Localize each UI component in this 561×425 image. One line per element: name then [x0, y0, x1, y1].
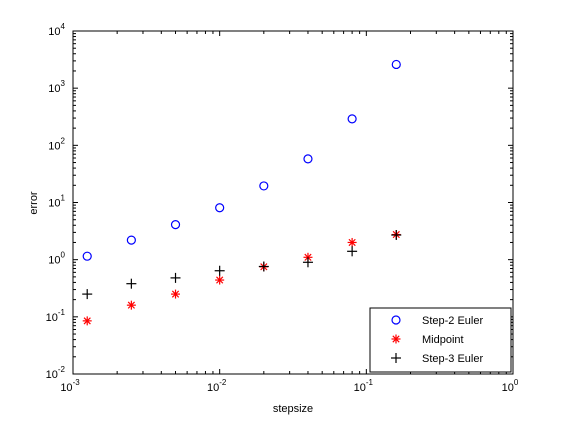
legend-label: Step-3 Euler: [422, 353, 483, 365]
series-step-2-euler: [82, 59, 401, 261]
y-axis: 10-2 10-1 100 101 102 103 104: [46, 22, 513, 381]
asterisk-marker-d2: [348, 238, 356, 247]
x-tick-label: 10-2: [207, 378, 227, 394]
data-point-circle: [391, 59, 401, 70]
data-point-plus: [214, 265, 225, 276]
data-point-plus: [302, 257, 313, 268]
legend-marker-circle: [391, 315, 401, 325]
data-point-asterisk: [126, 300, 136, 310]
data-point-asterisk: [171, 289, 181, 299]
y-tick-label: 10-1: [46, 308, 66, 324]
legend-marker-asterisk: [391, 334, 401, 344]
asterisk-marker-d2: [83, 317, 91, 325]
circle-marker-shape: [391, 59, 401, 70]
x-axis: 10-3 10-2 10-1 100: [60, 31, 519, 394]
asterisk-marker-d2: [392, 335, 400, 343]
legend-item: Step-2 Euler: [391, 315, 483, 327]
x-tick-label: 10-1: [354, 378, 374, 394]
data-point-circle: [126, 235, 136, 245]
data-point-circle: [215, 203, 225, 213]
y-tick-label: 103: [48, 79, 65, 95]
circle-marker-shape: [82, 251, 92, 261]
legend: Step-2 Euler Midpoint Step-3 Euler: [369, 307, 512, 373]
data-point-plus: [82, 289, 93, 300]
circle-marker-shape: [259, 181, 269, 191]
data-point-plus: [170, 272, 181, 283]
x-axis-label: stepsize: [273, 403, 313, 415]
circle-marker-shape: [170, 220, 181, 230]
y-tick-label: 101: [48, 194, 65, 210]
data-point-circle: [347, 114, 357, 124]
asterisk-marker-d2: [127, 301, 135, 309]
y-tick-label: 10-2: [46, 365, 66, 381]
data-point-plus: [258, 261, 269, 272]
data-point-plus: [126, 278, 137, 289]
y-tick-label: 104: [48, 22, 65, 38]
series-step-3-euler: [82, 230, 402, 300]
data-point-circle: [170, 220, 181, 230]
circle-marker-shape: [303, 154, 313, 164]
y-tick-label: 102: [48, 136, 65, 152]
data-point-plus: [391, 230, 402, 241]
data-point-asterisk: [215, 275, 225, 285]
data-point-plus: [347, 246, 358, 257]
data-point-circle: [259, 181, 269, 191]
legend-box: [369, 307, 512, 373]
circle-marker-shape: [391, 315, 401, 325]
data-point-circle: [82, 251, 92, 261]
y-tick-label: 100: [48, 251, 65, 267]
data-point-asterisk: [82, 316, 92, 326]
data-point-asterisk: [347, 237, 357, 247]
data-series: [82, 59, 402, 326]
legend-marker-plus: [391, 353, 401, 363]
legend-item: Midpoint: [391, 334, 464, 346]
x-tick-label: 100: [502, 378, 519, 394]
x-tick-label: 10-3: [60, 378, 80, 394]
legend-label: Step-2 Euler: [422, 315, 483, 327]
circle-marker-shape: [126, 235, 136, 245]
asterisk-marker-d2: [171, 290, 180, 298]
asterisk-marker-d2: [216, 276, 224, 284]
legend-items: Step-2 Euler Midpoint Step-3 Euler: [391, 315, 483, 365]
circle-marker-shape: [347, 114, 357, 124]
legend-item: Step-3 Euler: [391, 353, 483, 365]
data-point-circle: [303, 154, 313, 164]
circle-marker-shape: [215, 203, 225, 213]
legend-label: Midpoint: [422, 334, 464, 346]
y-axis-label: error: [28, 191, 40, 215]
